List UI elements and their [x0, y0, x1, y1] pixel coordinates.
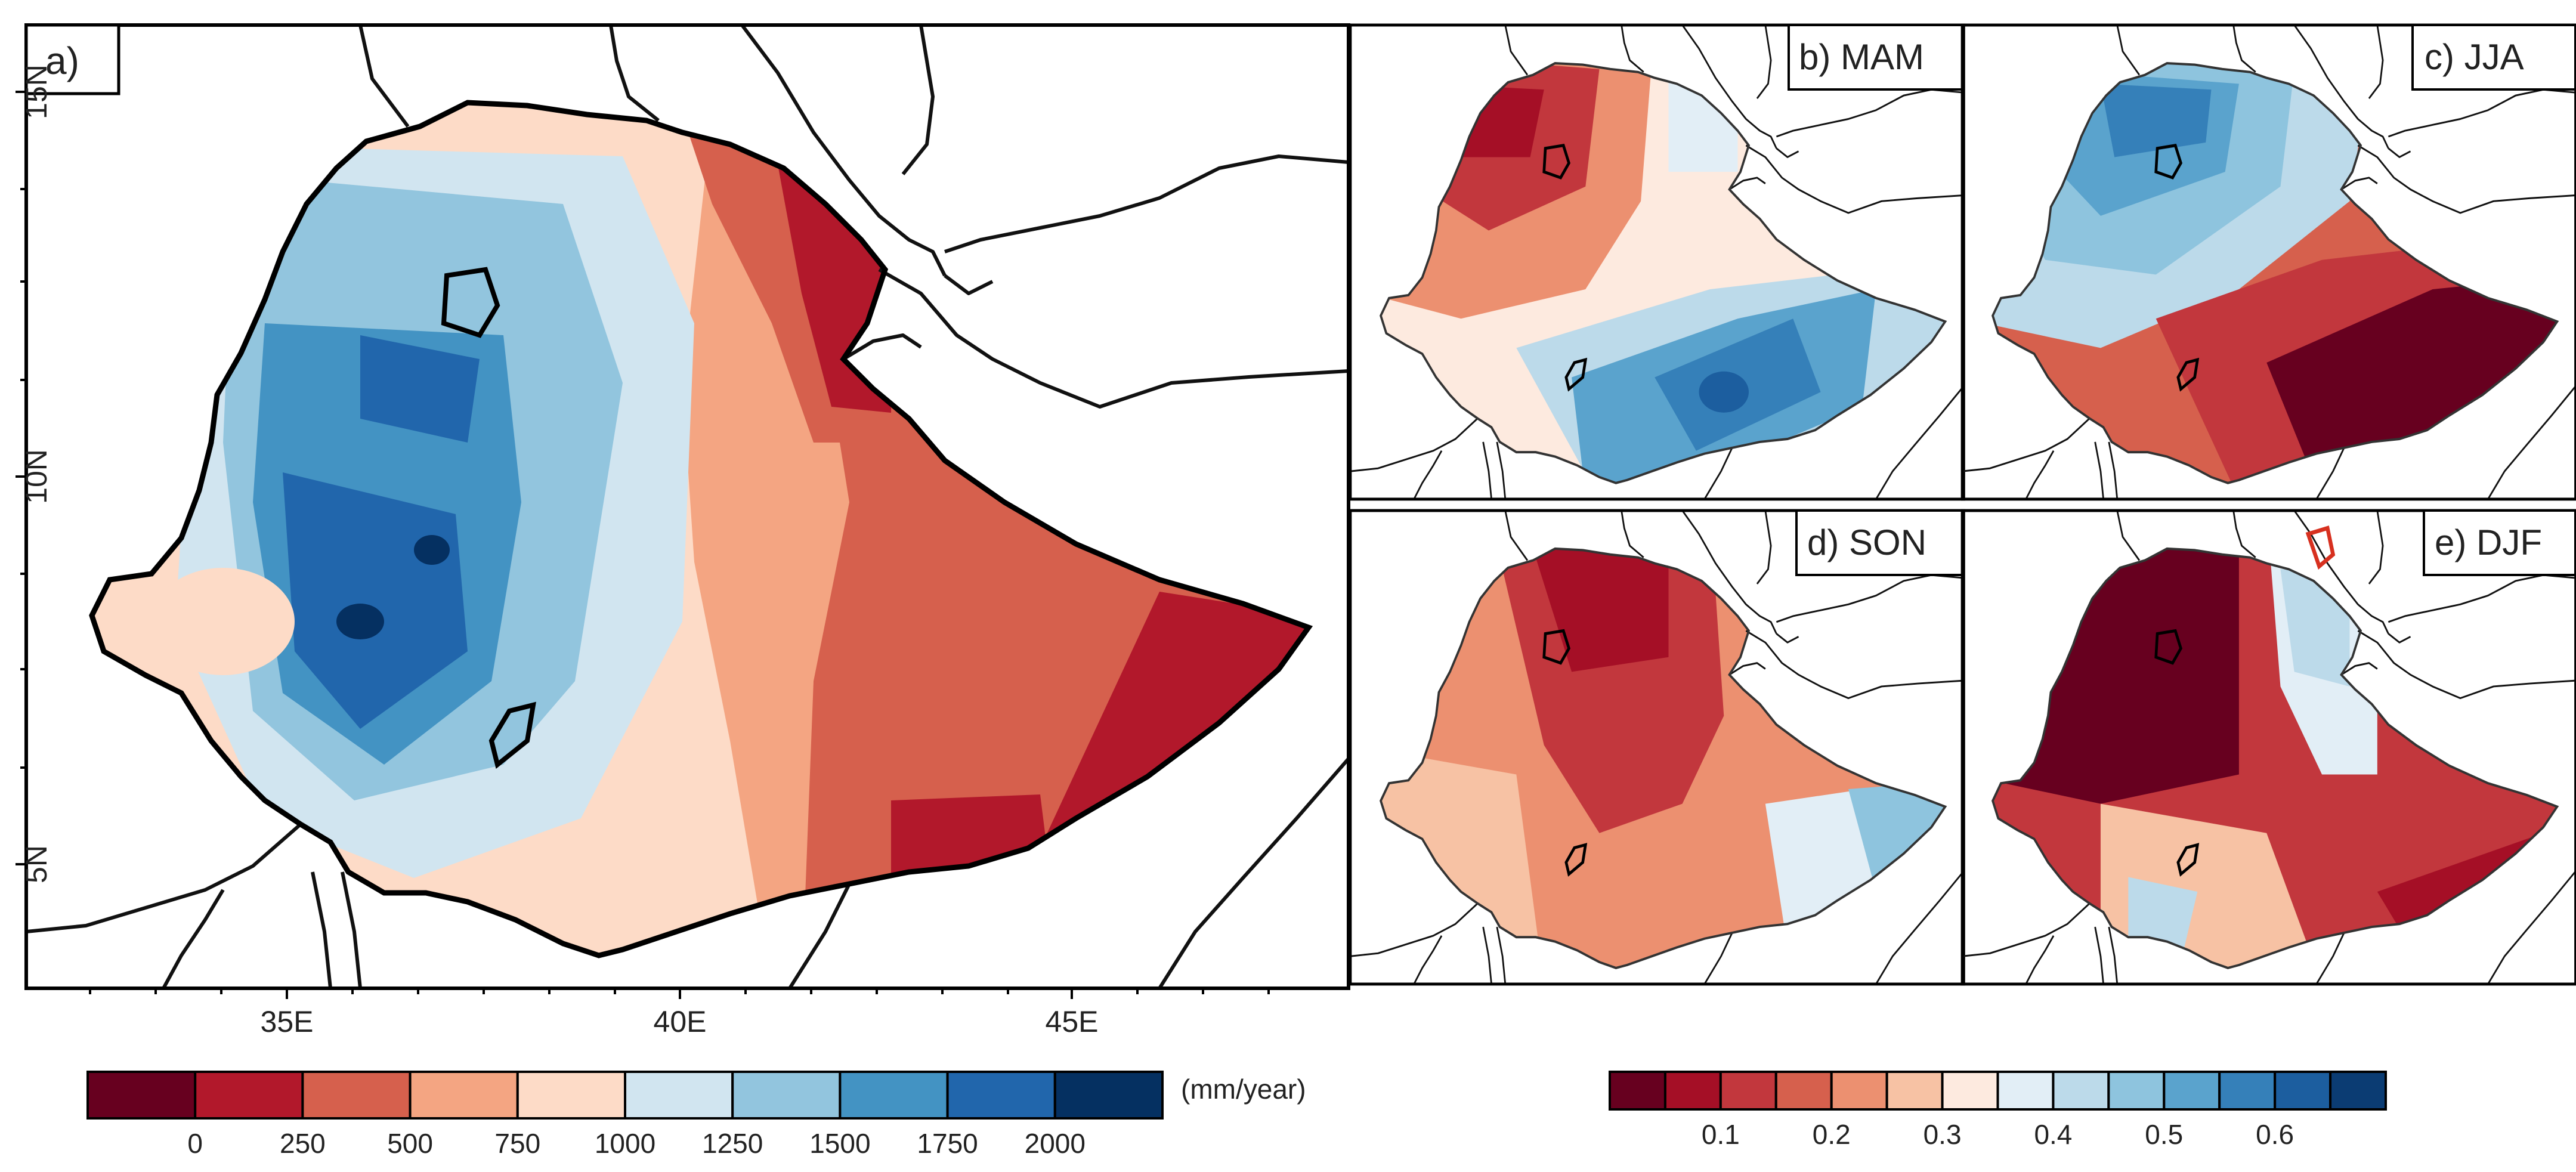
legend-left-tick-label: 1250: [702, 1128, 763, 1159]
legend-right-swatch: [1663, 1071, 1722, 1111]
legend-right-tick-label: 0.6: [2256, 1119, 2294, 1150]
lat-label-10n: 10N: [20, 449, 53, 504]
legend-right-swatch: [1774, 1071, 1833, 1111]
legend-left-swatch: [409, 1071, 519, 1120]
legend-right-tick-label: 0.4: [2034, 1119, 2072, 1150]
legend-left-tick-label: 1750: [917, 1128, 978, 1159]
legend-left-swatch: [86, 1071, 197, 1120]
legend-right-swatch: [2163, 1071, 2221, 1111]
panel-e-label-box: [2423, 509, 2576, 576]
legend-left-swatch: [301, 1071, 412, 1120]
legend-left-swatch: [624, 1071, 734, 1120]
panel-a: a): [16, 23, 1350, 999]
legend-left-tick-label: 1000: [595, 1128, 655, 1159]
legend-left-swatch: [194, 1071, 304, 1120]
legend-right-tick-label: 0.3: [1924, 1119, 1962, 1150]
legend-right-swatch: [1941, 1071, 1999, 1111]
lon-label-35e: 35E: [261, 1005, 314, 1038]
legend-left-tick-label: 2000: [1025, 1128, 1086, 1159]
panel-b-label-box: [1788, 24, 1965, 91]
legend-right-swatch: [2329, 1071, 2388, 1111]
panel-a-label-box: [24, 23, 120, 95]
legend-left-swatch: [839, 1071, 949, 1120]
legend-right-swatch: [2274, 1071, 2332, 1111]
legend-left-swatch: [516, 1071, 626, 1120]
legend-right-swatch: [1996, 1071, 2055, 1111]
legend-right-tick-label: 0.2: [1813, 1119, 1851, 1150]
legend-left: 0 250 500 750 1000 1250 1500 1750 2000: [86, 1071, 1164, 1159]
legend-left-swatch: [1053, 1071, 1164, 1120]
legend-left-swatch: [946, 1071, 1056, 1120]
panel-d-label: d) SON: [1807, 522, 1926, 562]
lon-label-40e: 40E: [654, 1005, 707, 1038]
legend-right-swatch: [2107, 1071, 2166, 1111]
panel-b-label: b) MAM: [1799, 37, 1924, 77]
panel-d-label-box: [1795, 509, 1965, 576]
legend-left-tick-label: 250: [280, 1128, 326, 1159]
legend-left-tick-label: 750: [494, 1128, 540, 1159]
panel-a-label: a): [45, 39, 79, 82]
legend-right-swatch: [2218, 1071, 2277, 1111]
lat-label-15n: 15N: [20, 64, 53, 119]
panel-e-label: e) DJF: [2435, 522, 2542, 562]
panel-d: [1349, 509, 1965, 986]
legend-right: 0.1 0.2 0.3 0.4 0.5 0.6: [1609, 1071, 2388, 1150]
legend-left-tick-label: 1500: [809, 1128, 870, 1159]
panel-b: [1349, 23, 1965, 501]
panel-c: [1960, 23, 2576, 501]
legend-right-swatch: [2052, 1071, 2110, 1111]
panel-e: [1960, 509, 2576, 986]
legend-left-swatch: [731, 1071, 842, 1120]
legend-left-tick-label: 0: [187, 1128, 203, 1159]
panel-c-label-box: [2411, 24, 2576, 91]
legend-right-swatch: [1830, 1071, 1888, 1111]
legend-right-tick-label: 0.1: [1702, 1119, 1740, 1150]
legend-left-unit: (mm/year): [1181, 1074, 1306, 1105]
legend-right-swatch: [1885, 1071, 1944, 1111]
legend-left-tick-label: 500: [387, 1128, 433, 1159]
legend-right-swatch: [1609, 1071, 1666, 1111]
panel-c-label: c) JJA: [2425, 37, 2524, 77]
lat-label-5n: 5N: [20, 845, 53, 883]
lon-label-45e: 45E: [1046, 1005, 1099, 1038]
legend-right-swatch: [1719, 1071, 1777, 1111]
legend-right-tick-label: 0.5: [2145, 1119, 2183, 1150]
